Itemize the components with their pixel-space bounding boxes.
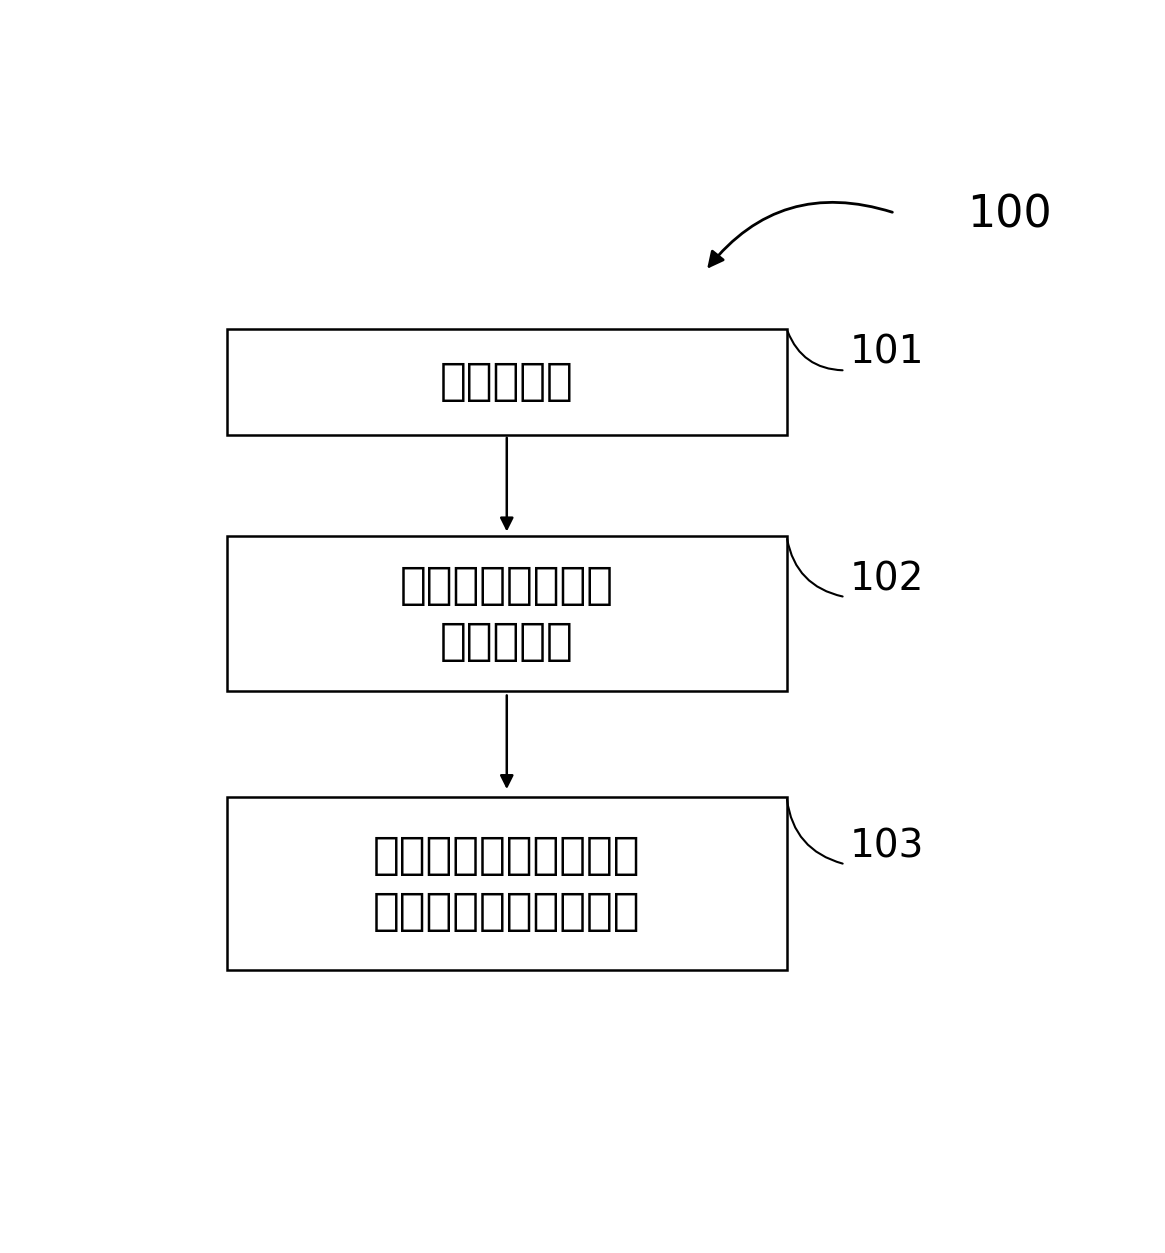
Bar xyxy=(227,328,786,435)
Text: 开启电子书: 开启电子书 xyxy=(440,361,573,403)
Text: 101: 101 xyxy=(850,335,924,372)
Bar xyxy=(227,797,786,970)
Bar xyxy=(227,536,786,690)
Text: 100: 100 xyxy=(967,194,1052,237)
Text: 102: 102 xyxy=(850,560,924,599)
Text: 查找与电子书内容
相关的事件: 查找与电子书内容 相关的事件 xyxy=(400,564,614,663)
Text: 响应事件调整电子书的
排版，以生成笔记区域: 响应事件调整电子书的 排版，以生成笔记区域 xyxy=(373,833,641,933)
Text: 103: 103 xyxy=(850,828,924,866)
